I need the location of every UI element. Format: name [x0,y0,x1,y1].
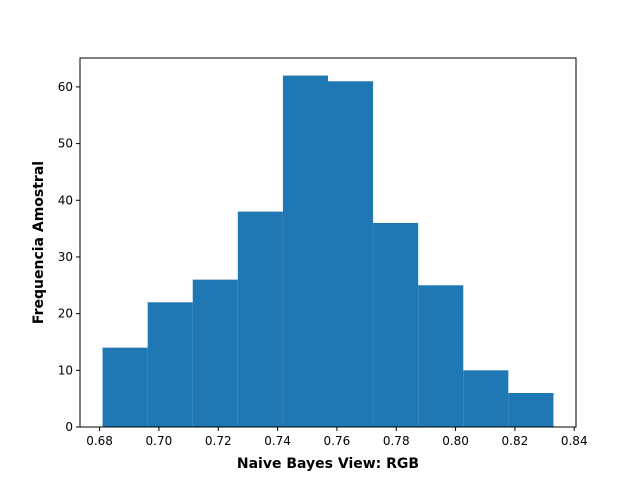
y-tick-label: 10 [58,363,73,377]
y-tick-label: 20 [58,307,73,321]
x-tick-label: 0.78 [383,434,410,448]
y-tick-label: 50 [58,137,73,151]
plot-frame [79,57,577,428]
x-tick-label: 0.70 [146,434,173,448]
y-tick-label: 60 [58,80,73,94]
y-axis: 0 10 20 30 40 50 60 [58,80,80,434]
y-tick-label: 0 [65,420,73,434]
x-tick-label: 0.68 [86,434,113,448]
histogram-bar [508,392,554,427]
x-tick-label: 0.84 [561,434,588,448]
x-axis-title: Naive Bayes View: RGB [237,456,419,472]
histogram-bar [418,285,464,427]
histogram-bar [102,347,148,427]
bars-group [102,75,554,428]
x-tick-label: 0.80 [442,434,469,448]
x-tick-label: 0.76 [324,434,351,448]
y-tick-label: 40 [58,193,73,207]
y-tick-label: 30 [58,250,73,264]
histogram-bar [147,302,193,427]
histogram-bar [192,279,238,427]
histogram-bar [463,370,509,427]
x-tick-label: 0.82 [502,434,529,448]
x-axis: 0.68 0.70 0.72 0.74 0.76 0.78 0.80 0.82 0.84 [86,427,588,448]
x-tick-label: 0.74 [264,434,291,448]
histogram-bar [328,81,374,428]
histogram-bar [237,211,283,427]
histogram-bar [373,222,419,427]
y-axis-title: Frequencia Amostral [31,161,47,324]
histogram-bar [282,75,328,428]
x-tick-label: 0.72 [205,434,232,448]
